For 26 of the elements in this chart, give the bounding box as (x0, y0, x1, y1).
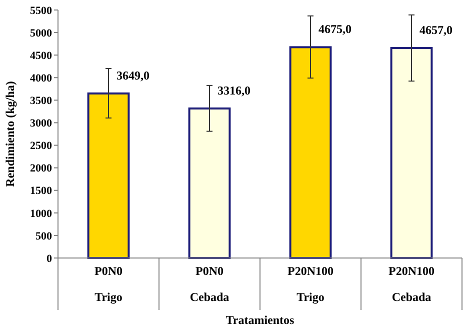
y-tick-label: 0 (46, 252, 52, 265)
data-label: 4657,0 (420, 23, 452, 38)
y-tick-label: 500 (36, 230, 52, 242)
data-label: 4675,0 (318, 22, 352, 36)
x-tick-label: P0N0 Trigo (94, 264, 122, 304)
bar (188, 107, 231, 259)
x-tick-label: P20N100 Cebada (388, 264, 434, 304)
x-tick-label: P20N100 Trigo (288, 264, 334, 304)
y-tick-label: 4000 (30, 72, 52, 84)
bar (87, 92, 130, 259)
y-tick-label: 3000 (30, 118, 52, 130)
bar (390, 47, 433, 259)
y-tick-label: 2500 (30, 140, 52, 152)
y-tick-label: 1500 (30, 185, 52, 198)
data-label: 3649,0 (116, 68, 150, 82)
y-tick-label: 5000 (30, 27, 52, 40)
x-tick-label: P0N0 Cebada (190, 264, 230, 304)
y-tick-label: 1000 (30, 208, 52, 220)
y-tick-label: 2000 (30, 162, 52, 175)
x-axis-title: Tratamientos (226, 313, 295, 327)
y-axis-title: Rendimiento (kg/ha) (3, 81, 17, 187)
y-tick-label: 5500 (30, 4, 52, 17)
y-tick-label: 4500 (30, 50, 52, 62)
bar (289, 46, 332, 259)
data-label: 3316,0 (218, 83, 250, 98)
y-tick-label: 3500 (30, 95, 52, 108)
